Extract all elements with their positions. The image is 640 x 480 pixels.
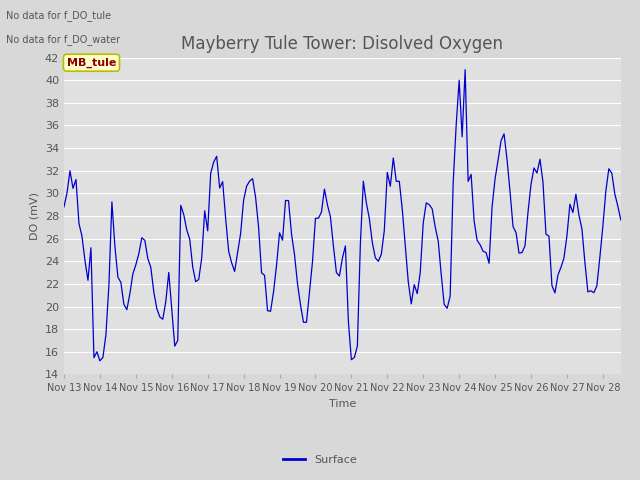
Text: No data for f_DO_tule: No data for f_DO_tule <box>6 10 111 21</box>
X-axis label: Time: Time <box>329 399 356 409</box>
Title: Mayberry Tule Tower: Disolved Oxygen: Mayberry Tule Tower: Disolved Oxygen <box>181 35 504 53</box>
Text: No data for f_DO_water: No data for f_DO_water <box>6 34 120 45</box>
Y-axis label: DO (mV): DO (mV) <box>29 192 39 240</box>
Legend: Surface: Surface <box>278 451 362 469</box>
Text: MB_tule: MB_tule <box>67 58 116 68</box>
